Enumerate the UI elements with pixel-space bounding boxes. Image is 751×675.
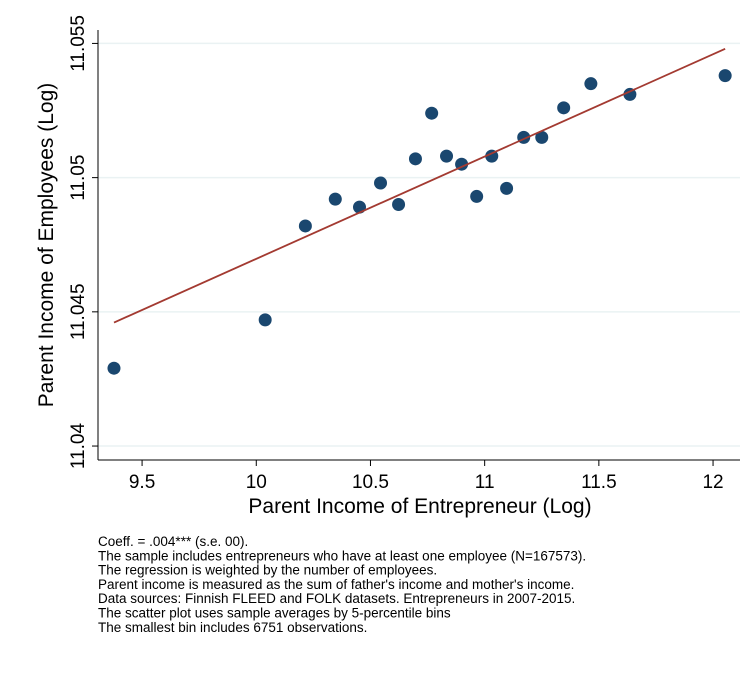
x-tick-label: 12: [702, 472, 723, 493]
note: Parent income is measured as the sum of …: [98, 577, 574, 592]
scatter-point: [440, 149, 454, 163]
note: The smallest bin includes 6751 observati…: [98, 620, 367, 635]
scatter-point: [470, 189, 484, 203]
note: Data sources: Finnish FLEED and FOLK dat…: [98, 591, 575, 606]
scatter-point: [392, 197, 406, 211]
y-axis-label: Parent Income of Employees (Log): [35, 83, 58, 408]
x-tick-label: 11.5: [581, 472, 617, 493]
scatter-point: [623, 87, 637, 101]
scatter-point: [408, 152, 422, 166]
scatter-point: [500, 181, 514, 195]
scatter-point: [535, 130, 549, 144]
scatter-point: [298, 219, 312, 233]
note: The regression is weighted by the number…: [98, 563, 437, 578]
x-tick-label: 10: [246, 472, 267, 493]
note: The scatter plot uses sample averages by…: [98, 606, 451, 621]
scatter-point: [425, 106, 439, 120]
scatter-point: [107, 361, 121, 375]
scatter-point: [718, 69, 732, 83]
x-axis-label: Parent Income of Entrepreneur (Log): [248, 495, 591, 518]
y-tick-label: 11.045: [68, 283, 89, 340]
x-tick-label: 11: [475, 472, 495, 493]
note: Coeff. = .004*** (s.e. 00).: [98, 534, 248, 549]
fit-line: [113, 47, 726, 324]
x-tick-label: 10.5: [352, 472, 389, 493]
x-tick-label: 9.5: [129, 472, 155, 493]
y-tick-label: 11.055: [68, 15, 89, 72]
y-tick-label: 11.05: [68, 155, 89, 201]
scatter-point: [485, 149, 499, 163]
scatter-point: [557, 101, 571, 115]
scatter-point: [258, 313, 272, 327]
scatter-point: [328, 192, 342, 206]
y-tick-label: 11.04: [68, 423, 89, 470]
scatter-point: [374, 176, 388, 190]
scatter-point: [584, 77, 598, 91]
note: The sample includes entrepreneurs who ha…: [98, 548, 586, 563]
